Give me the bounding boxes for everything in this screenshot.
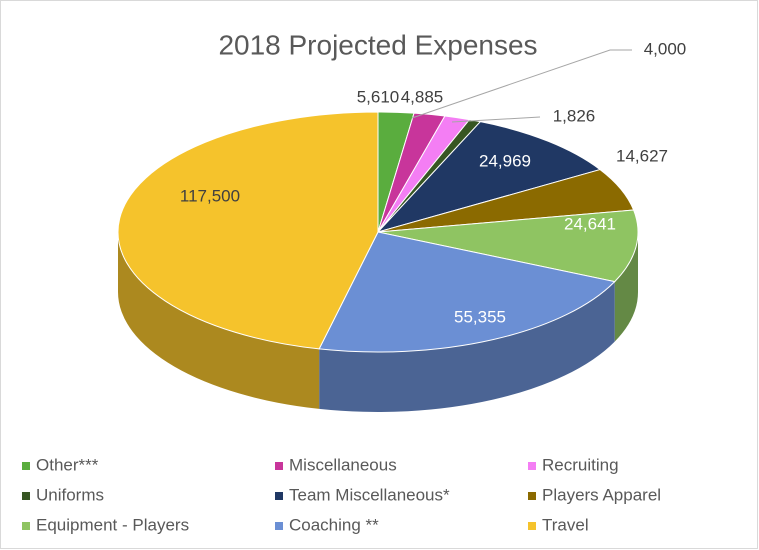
slice-side [319, 281, 615, 413]
data-label: 24,969 [479, 151, 531, 170]
legend-label: Other*** [36, 455, 99, 474]
legend-swatch [528, 462, 536, 470]
legend-label: Recruiting [542, 455, 619, 474]
data-label: 117,500 [180, 186, 240, 205]
legend-swatch [275, 462, 283, 470]
slice [117, 111, 379, 350]
legend-swatch [22, 522, 30, 530]
legend-swatch [275, 522, 283, 530]
legend-swatch [22, 492, 30, 500]
data-label: 55,355 [454, 307, 506, 326]
slice-side [117, 232, 320, 409]
data-label: 14,627 [616, 146, 668, 165]
data-label: 4,000 [644, 39, 687, 58]
leader-line [411, 49, 632, 119]
slice [376, 121, 602, 233]
legend-label: Players Apparel [542, 485, 661, 504]
legend-label: Uniforms [36, 485, 104, 504]
data-label: 1,826 [553, 106, 596, 125]
legend-label: Equipment - Players [36, 515, 189, 534]
chart-title: 2018 Projected Expenses [218, 29, 537, 60]
legend-label: Travel [542, 515, 589, 534]
legend-swatch [275, 492, 283, 500]
legend-label: Coaching ** [289, 515, 379, 534]
legend-swatch [528, 522, 536, 530]
legend-swatch [528, 492, 536, 500]
slice [318, 231, 616, 353]
legend-swatch [22, 462, 30, 470]
legend-label: Miscellaneous [289, 455, 397, 474]
data-label: 4,885 [401, 87, 444, 106]
data-label: 24,641 [564, 214, 616, 233]
legend-label: Team Miscellaneous* [289, 485, 450, 504]
data-label: 5,610 [357, 87, 400, 106]
leader-line [451, 116, 541, 123]
slice [377, 209, 639, 283]
slice-side [614, 232, 638, 342]
